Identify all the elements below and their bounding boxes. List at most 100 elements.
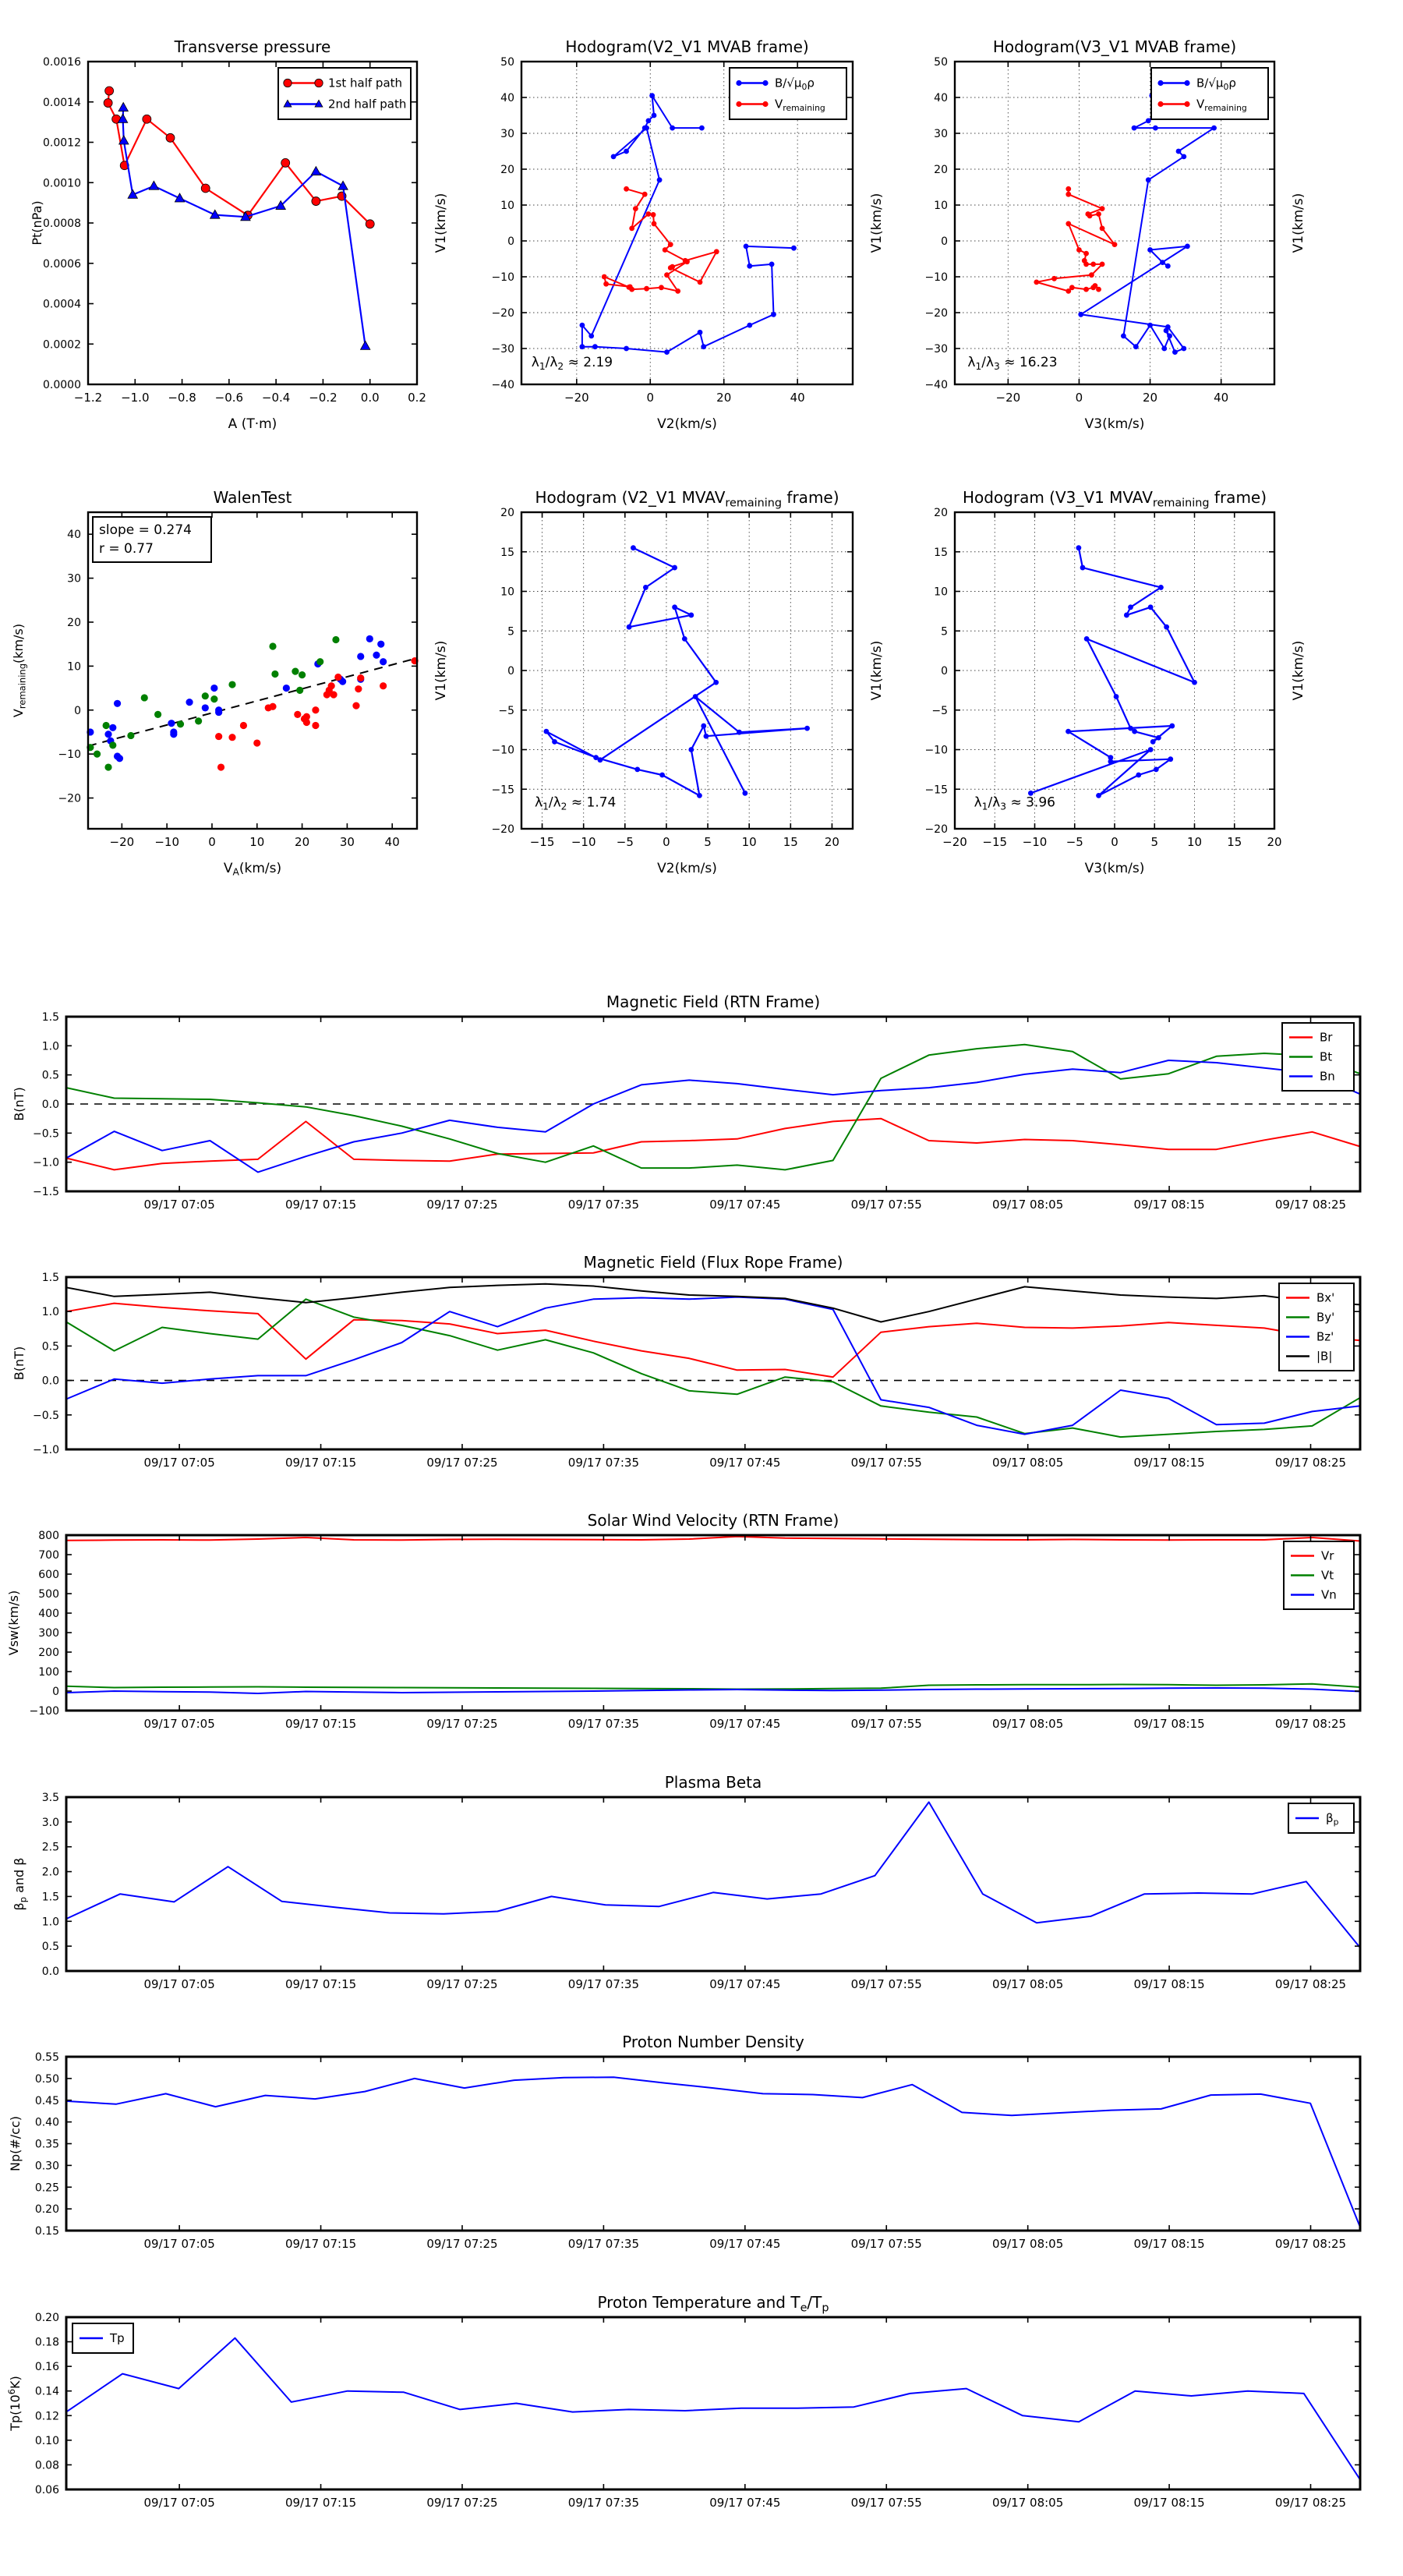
y-tick-label: 10 bbox=[67, 660, 81, 673]
annotation: λ1/λ3 ≈ 16.23 bbox=[967, 355, 1057, 372]
marker-dot bbox=[552, 738, 557, 745]
marker-dot bbox=[1128, 604, 1133, 610]
y-axis-label: Vremaining(km/s) bbox=[11, 624, 28, 717]
y-tick-label: −20 bbox=[924, 307, 948, 320]
marker-dot bbox=[282, 684, 290, 692]
series-Vr bbox=[65, 1535, 1361, 1542]
marker-dot bbox=[1184, 80, 1190, 87]
marker-dot bbox=[339, 678, 347, 685]
y-tick-label: 1.0 bbox=[42, 1916, 59, 1928]
marker-dot bbox=[1099, 261, 1105, 267]
marker-dot bbox=[688, 747, 694, 752]
legend-label: Tp bbox=[109, 2331, 125, 2345]
marker-dot bbox=[1083, 286, 1089, 292]
panel-solar-wind-velocity: 09/17 07:05 09/17 07:15 09/17 07:25 09/17 0… bbox=[6, 1511, 1362, 1731]
y-tick-label: −40 bbox=[491, 379, 514, 391]
x-tick-label: 09/17 08:25 bbox=[1275, 2496, 1346, 2510]
axis-ticks bbox=[66, 1534, 1360, 1711]
marker-dot bbox=[1147, 247, 1153, 253]
marker-dot bbox=[1066, 191, 1072, 197]
x-tick-label: 09/17 07:05 bbox=[144, 1977, 215, 1991]
axes-frame bbox=[87, 511, 419, 830]
series-Bz-prime bbox=[65, 1296, 1361, 1435]
x-tick-label: 09/17 07:55 bbox=[851, 1456, 922, 1470]
y-tick-label: 0.0010 bbox=[43, 177, 81, 189]
y-tick-label: −5 bbox=[931, 705, 948, 717]
y-tick-label: −20 bbox=[491, 823, 514, 836]
marker-dot bbox=[672, 604, 677, 610]
axes-frame bbox=[520, 60, 854, 386]
axis-ticks bbox=[66, 1276, 1360, 1450]
legend: Tp bbox=[72, 2323, 134, 2354]
marker-triangle bbox=[310, 165, 322, 175]
x-tick-label: −20 bbox=[564, 391, 589, 405]
marker-dot bbox=[366, 635, 373, 642]
marker-dot bbox=[649, 93, 656, 99]
x-tick-label: 0.2 bbox=[408, 391, 426, 405]
marker-dot bbox=[670, 125, 676, 131]
x-axis-label: V2(km/s) bbox=[657, 861, 717, 876]
y-tick-label: 100 bbox=[38, 1666, 59, 1679]
x-tick-label: −5 bbox=[1066, 835, 1083, 849]
series-2nd-half-path bbox=[122, 107, 366, 346]
x-tick-label: 09/17 07:55 bbox=[851, 1717, 922, 1731]
axis-ticks bbox=[66, 2316, 1360, 2490]
panel-walen-test: −20 −10 0 10 20 30 40 −20 −10 0 10 20 30 40 WalenTest V… bbox=[11, 488, 449, 878]
y-tick-label: 50 bbox=[500, 56, 514, 69]
marker-dot bbox=[742, 790, 748, 796]
x-tick-label: 09/17 07:35 bbox=[568, 2237, 639, 2251]
y-tick-label: 10 bbox=[500, 586, 514, 599]
marker-dot bbox=[217, 763, 225, 771]
marker-dot bbox=[624, 186, 629, 192]
x-tick-label: 09/17 07:25 bbox=[426, 1977, 497, 1991]
x-tick-label: 09/17 08:05 bbox=[992, 1717, 1063, 1731]
series-B-over-sqrt-mu0rho bbox=[581, 94, 794, 353]
y-tick-label: 800 bbox=[38, 1530, 59, 1542]
marker-dot bbox=[624, 148, 629, 154]
series-Np bbox=[65, 2076, 1361, 2227]
right-axis-label: V1(km/s) bbox=[869, 641, 885, 701]
x-tick-label: −15 bbox=[530, 835, 555, 849]
chart-title: Proton Number Density bbox=[622, 2033, 804, 2051]
y-tick-label: 0 bbox=[52, 1686, 59, 1698]
y-tick-label: 0.0004 bbox=[43, 299, 81, 311]
y-tick-label: 40 bbox=[67, 529, 81, 541]
marker-dot bbox=[1113, 694, 1119, 699]
y-tick-label: 0.25 bbox=[35, 2181, 59, 2194]
legend-label: 2nd half path bbox=[328, 97, 406, 111]
legend-label: Vt bbox=[1321, 1569, 1334, 1583]
x-tick-label: 20 bbox=[1267, 835, 1281, 849]
marker-triangle bbox=[174, 193, 186, 203]
series-fit-line bbox=[87, 657, 418, 747]
series-B-over-sqrt-mu0rho-markers bbox=[1078, 93, 1217, 355]
legend: B/√μ0ρ Vremaining bbox=[729, 67, 847, 120]
marker-dot bbox=[269, 702, 277, 710]
axes-frame bbox=[953, 60, 1276, 386]
marker-triangle bbox=[127, 189, 139, 199]
marker-triangle bbox=[240, 211, 251, 221]
panel-plasma-beta: 09/17 07:05 09/17 07:15 09/17 07:25 09/17 0… bbox=[12, 1773, 1362, 1991]
marker-dot bbox=[104, 731, 112, 738]
marker-dot bbox=[1128, 725, 1133, 731]
y-tick-label: 0.0 bbox=[42, 1375, 59, 1388]
marker-dot bbox=[1168, 756, 1174, 763]
marker-dot bbox=[1157, 101, 1164, 108]
marker-dot bbox=[597, 757, 603, 763]
marker-dot bbox=[592, 344, 598, 350]
series-B-over-sqrt-mu0rho-markers bbox=[579, 93, 797, 355]
stats-line: slope = 0.274 bbox=[99, 522, 192, 538]
marker-dot bbox=[253, 739, 261, 747]
marker-dot bbox=[626, 284, 632, 290]
marker-dot bbox=[1069, 285, 1075, 291]
y-axis-label: B(nT) bbox=[12, 1346, 27, 1380]
x-tick-label: 09/17 07:45 bbox=[709, 2496, 780, 2510]
legend-label: By' bbox=[1316, 1311, 1334, 1325]
marker-dot bbox=[651, 221, 657, 227]
marker-triangle bbox=[359, 340, 371, 350]
axis-ticks bbox=[88, 512, 417, 829]
y-tick-label: 1.5 bbox=[42, 1272, 59, 1284]
y-tick-label: 300 bbox=[38, 1627, 59, 1640]
y-tick-label: −10 bbox=[491, 271, 514, 284]
y-tick-label: 15 bbox=[500, 547, 514, 559]
marker-triangle bbox=[283, 99, 292, 108]
